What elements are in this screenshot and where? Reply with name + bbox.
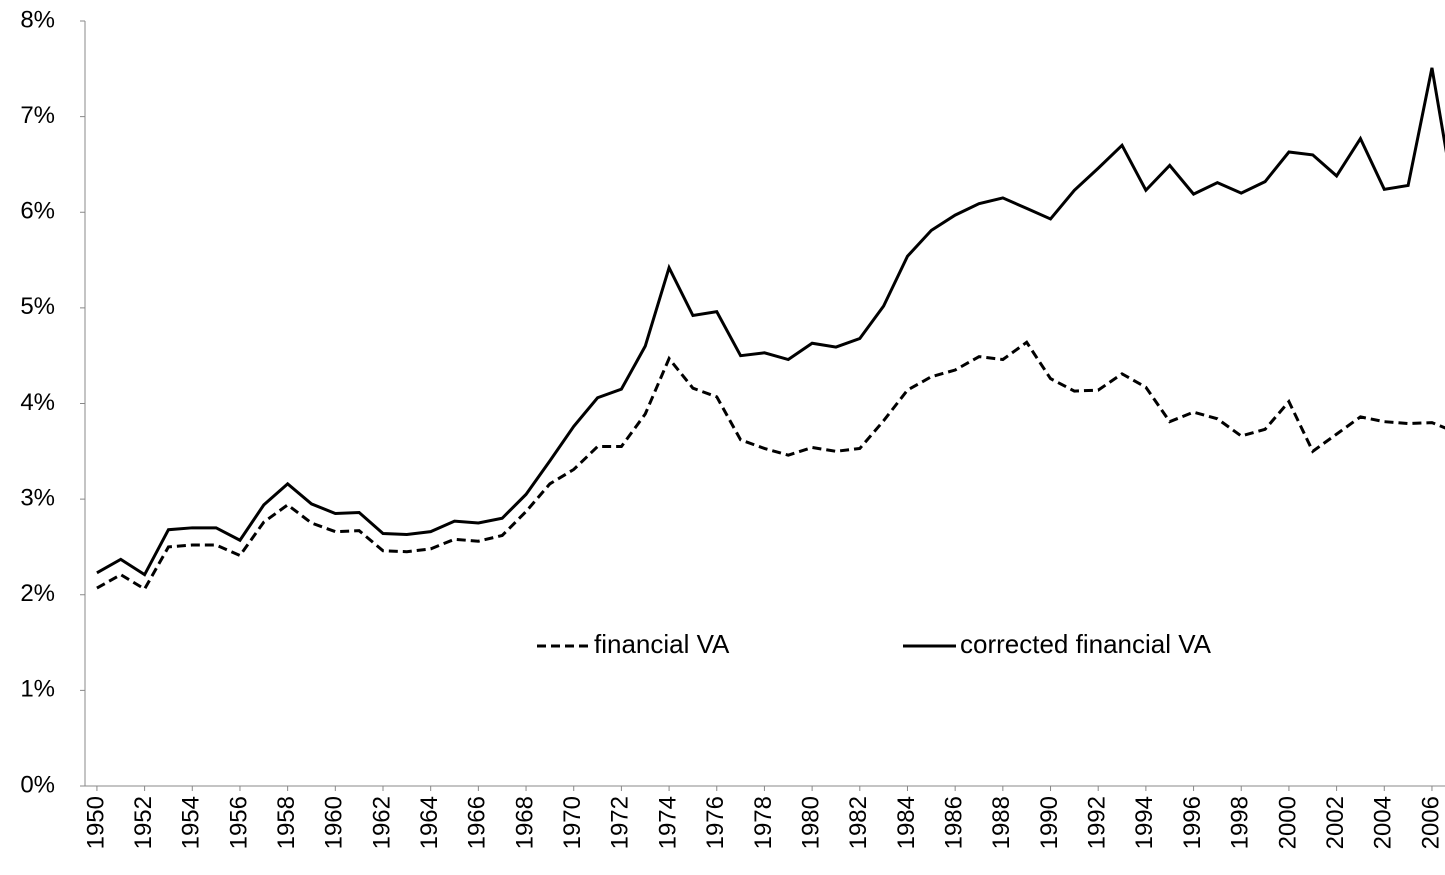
x-tick-label: 1974 [654, 796, 681, 849]
x-tick-label: 1956 [225, 796, 252, 849]
line-series [96, 340, 1445, 592]
x-tick-label: 1958 [273, 796, 300, 849]
x-tick-label: 1992 [1084, 796, 1111, 849]
x-tick-label: 1960 [321, 796, 348, 849]
x-tick-label: 1998 [1227, 796, 1254, 849]
y-tick-label: 4% [20, 389, 55, 416]
y-tick-label: 3% [20, 484, 55, 511]
x-tick-label: 1970 [559, 796, 586, 849]
x-tick-label: 1990 [1036, 796, 1063, 849]
x-tick-label: 1984 [893, 796, 920, 849]
x-tick-label: 1954 [178, 796, 205, 849]
x-tick-label: 2000 [1274, 796, 1301, 849]
x-tick-label: 1964 [416, 796, 443, 849]
x-tick-label: 1972 [607, 796, 634, 849]
x-tick-label: 1962 [368, 796, 395, 849]
y-tick-label: 1% [20, 676, 55, 703]
x-tick-label: 1996 [1179, 796, 1206, 849]
line-series [96, 67, 1445, 577]
y-tick-label: 2% [20, 580, 55, 607]
x-tick-label: 1950 [82, 796, 109, 849]
x-tick-label: 1980 [797, 796, 824, 849]
legend-label: financial VA [594, 629, 730, 659]
x-tick-label: 1966 [464, 796, 491, 849]
x-tick-label: 2004 [1370, 796, 1397, 849]
x-tick-label: 1988 [988, 796, 1015, 849]
x-tick-label: 1986 [941, 796, 968, 849]
x-tick-label: 1994 [1131, 796, 1158, 849]
y-tick-label: 7% [20, 102, 55, 129]
legend-label: corrected financial VA [960, 629, 1212, 659]
y-tick-label: 8% [20, 6, 55, 33]
y-tick-label: 5% [20, 293, 55, 320]
x-tick-label: 1978 [750, 796, 777, 849]
x-tick-label: 1976 [702, 796, 729, 849]
x-tick-label: 1982 [845, 796, 872, 849]
y-tick-label: 6% [20, 198, 55, 225]
y-tick-label: 0% [20, 771, 55, 798]
x-tick-label: 1968 [511, 796, 538, 849]
x-tick-label: 1952 [130, 796, 157, 849]
x-tick-label: 2002 [1322, 796, 1349, 849]
x-tick-label: 2006 [1417, 796, 1444, 849]
